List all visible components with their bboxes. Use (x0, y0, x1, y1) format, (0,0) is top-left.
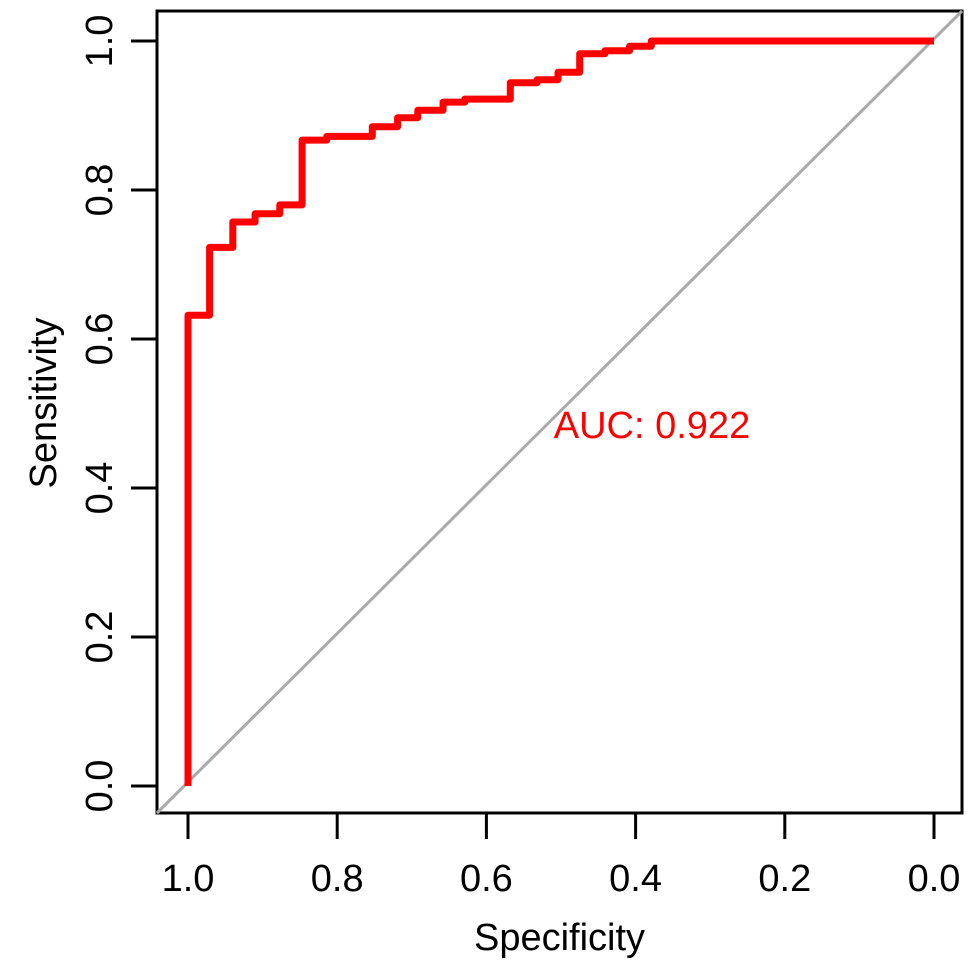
y-tick-label: 1.0 (79, 15, 121, 68)
y-tick-label: 0.6 (79, 313, 121, 366)
y-axis-title: Sensitivity (23, 317, 65, 489)
y-tick-label: 0.2 (79, 611, 121, 664)
x-tick-label: 0.8 (311, 858, 364, 900)
y-tick-label: 0.8 (79, 164, 121, 217)
x-tick-label: 1.0 (162, 858, 215, 900)
identity-line (155, 9, 964, 815)
roc-curve (184, 37, 934, 786)
x-tick-label: 0.2 (758, 858, 811, 900)
x-tick-label: 0.4 (609, 858, 662, 900)
x-tick-label: 0.6 (460, 858, 513, 900)
y-tick-label: 0.4 (79, 462, 121, 515)
y-tick-label: 0.0 (79, 760, 121, 813)
x-tick-label: 0.0 (908, 858, 961, 900)
plot-border (155, 9, 964, 815)
auc-annotation: AUC: 0.922 (553, 405, 751, 448)
x-axis-title: Specificity (473, 917, 646, 959)
